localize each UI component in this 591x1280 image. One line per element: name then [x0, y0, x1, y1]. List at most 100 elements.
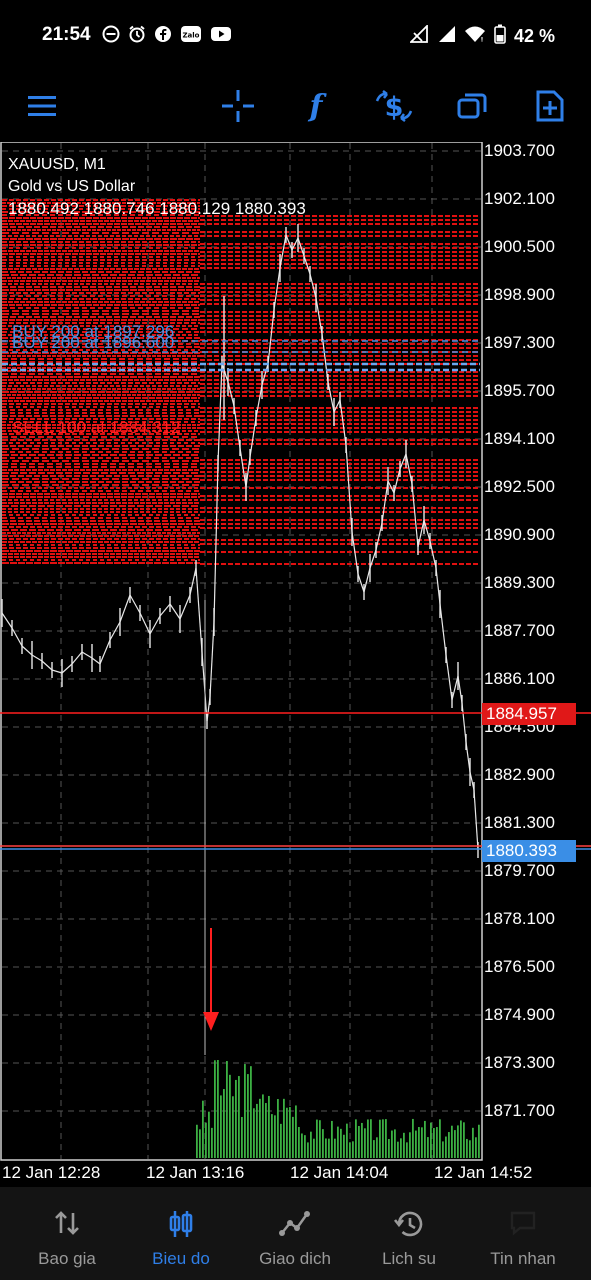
volume-bar: [295, 1105, 297, 1158]
volume-bar: [358, 1126, 360, 1158]
volume-bar: [469, 1140, 471, 1158]
trade-button[interactable]: $: [372, 84, 416, 128]
volume-bar: [415, 1130, 417, 1158]
wifi-icon: !: [464, 25, 486, 48]
volume-bar: [460, 1120, 462, 1158]
zalo-icon: Zalo: [180, 25, 202, 43]
volume-bar: [403, 1132, 405, 1158]
volume-bar: [220, 1095, 222, 1158]
battery-percent: 42 %: [513, 26, 555, 46]
battery-icon: [494, 24, 506, 49]
volume-bar: [259, 1098, 261, 1158]
windows-button[interactable]: [450, 84, 494, 128]
volume-bar: [271, 1114, 273, 1158]
nav-messages[interactable]: Tin nhan: [464, 1187, 582, 1280]
volume-bar: [217, 1060, 219, 1158]
volume-bar: [370, 1119, 372, 1158]
nav-history[interactable]: Lich su: [350, 1187, 468, 1280]
crosshair-button[interactable]: [216, 84, 260, 128]
volume-bar: [298, 1127, 300, 1158]
volume-bar: [214, 1060, 216, 1158]
volume-bar: [373, 1140, 375, 1158]
volume-bar: [274, 1115, 276, 1158]
volume-bar: [256, 1103, 258, 1158]
volume-bar: [196, 1124, 198, 1158]
status-bar: 21:54 Zalo ! 42 %: [0, 0, 591, 70]
menu-icon: [28, 96, 56, 116]
volume-bar: [355, 1119, 357, 1158]
volume-bar: [376, 1137, 378, 1158]
order-label: SELL 100 at 1884.312: [12, 418, 181, 437]
symbol-timeframe: XAUUSD, M1: [8, 156, 106, 173]
volume-bar: [349, 1142, 351, 1158]
signal-icon: [438, 25, 456, 48]
indicators-button[interactable]: f: [294, 84, 338, 128]
volume-bar: [424, 1120, 426, 1158]
chart-toolbar: f $: [0, 70, 591, 142]
volume-bar: [388, 1138, 390, 1158]
price-axis-label: 1890.900: [484, 525, 555, 544]
price-axis-label: 1903.700: [484, 141, 555, 160]
price-axis-label: 1878.100: [484, 909, 555, 928]
volume-bar: [316, 1119, 318, 1158]
chart-icon: [169, 1211, 193, 1237]
volume-bar: [340, 1128, 342, 1158]
nav-chart[interactable]: Bieu do: [122, 1187, 240, 1280]
volume-bar: [367, 1119, 369, 1158]
volume-bar: [442, 1141, 444, 1158]
volume-bar: [352, 1141, 354, 1158]
volume-bar: [451, 1125, 453, 1158]
volume-bar: [391, 1130, 393, 1158]
volume-bar: [337, 1126, 339, 1158]
volume-bar: [313, 1138, 315, 1158]
price-axis-label: 1900.500: [484, 237, 555, 256]
nav-trade[interactable]: Giao dich: [236, 1187, 354, 1280]
price-axis-label: 1897.300: [484, 333, 555, 352]
svg-text:Zalo: Zalo: [182, 32, 199, 40]
crosshair-icon: [222, 90, 254, 122]
nav-quotes[interactable]: Bao gia: [8, 1187, 126, 1280]
volume-bar: [448, 1132, 450, 1158]
volume-bar: [439, 1119, 441, 1158]
svg-text:f: f: [308, 89, 328, 123]
price-axis-label: 1876.500: [484, 957, 555, 976]
volume-bar: [343, 1134, 345, 1158]
volume-bar: [250, 1066, 252, 1158]
volume-bar: [472, 1127, 474, 1158]
chart-frame: [0, 142, 483, 1161]
volume-bar: [385, 1119, 387, 1158]
volume-bar: [268, 1095, 270, 1158]
volume-bar: [238, 1076, 240, 1158]
bid-price-tag: 1880.393: [482, 840, 576, 862]
volume-bar: [409, 1132, 411, 1158]
trade-icon: $: [375, 90, 413, 123]
volume-bar: [400, 1138, 402, 1158]
volume-bar: [283, 1098, 285, 1158]
order-label: BUY 200 at 1896.600: [12, 333, 174, 352]
youtube-icon: [210, 25, 232, 43]
volume-bar: [205, 1122, 207, 1158]
volume-bar: [436, 1127, 438, 1158]
ohlc-values: 1880.492 1880.746 1880.129 1880.393: [8, 199, 306, 218]
price-axis-label: 1895.700: [484, 381, 555, 400]
ask-price-tag: 1884.957: [482, 703, 576, 725]
volume-bar: [262, 1094, 264, 1158]
price-line: [1, 224, 479, 1055]
price-axis-label: 1879.700: [484, 861, 555, 880]
menu-button[interactable]: [20, 84, 64, 128]
quotes-icon: [55, 1211, 79, 1235]
volume-bar: [244, 1064, 246, 1158]
volume-bar: [292, 1116, 294, 1158]
volume-bar: [397, 1141, 399, 1158]
price-axis-label: 1898.900: [484, 285, 555, 304]
facebook-icon: [154, 25, 172, 43]
volume-bar: [301, 1133, 303, 1158]
volume-bar: [457, 1125, 459, 1158]
status-time: 21:54: [42, 24, 91, 45]
volume-bar: [226, 1060, 228, 1158]
new-order-button[interactable]: [528, 84, 572, 128]
bottom-navigation: Bao gia Bieu do Giao dich Lich su Tin nh…: [0, 1187, 591, 1280]
volume-bar: [412, 1118, 414, 1158]
